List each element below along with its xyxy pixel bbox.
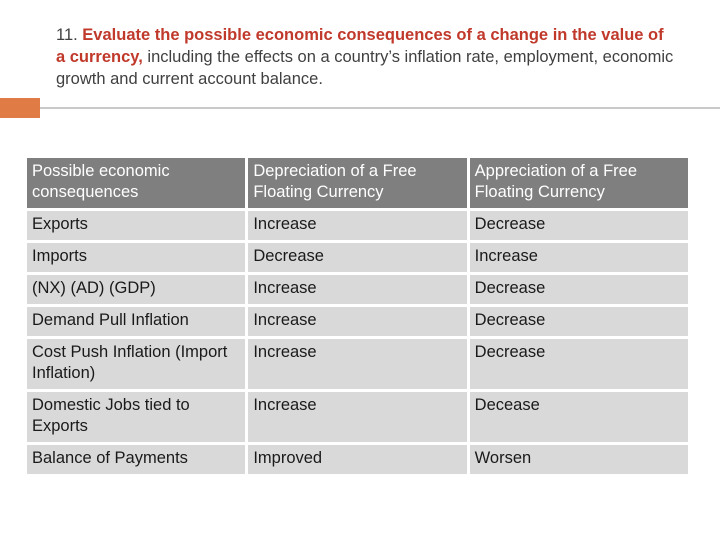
heading-number: 11. [56,26,83,44]
table-row: Imports Decrease Increase [27,243,688,272]
table-row: Cost Push Inflation (Import Inflation) I… [27,339,688,389]
table-row: Domestic Jobs tied to Exports Increase D… [27,392,688,442]
table-row: Balance of Payments Improved Worsen [27,445,688,474]
cell-consequence: Demand Pull Inflation [27,307,246,336]
cell-depreciation: Increase [248,392,467,442]
cell-appreciation: Worsen [469,445,688,474]
table-row: Demand Pull Inflation Increase Decrease [27,307,688,336]
cell-consequence: Exports [27,211,246,240]
header-depreciation: Depreciation of a Free Floating Currency [248,158,467,208]
cell-consequence: Domestic Jobs tied to Exports [27,392,246,442]
cell-consequence: Balance of Payments [27,445,246,474]
cell-appreciation: Increase [469,243,688,272]
heading-emphasis: Evaluate the possible economic consequen… [56,26,664,66]
table-header-row: Possible economic consequences Depreciat… [27,158,688,208]
cell-consequence: Cost Push Inflation (Import Inflation) [27,339,246,389]
cell-depreciation: Decrease [248,243,467,272]
cell-appreciation: Decease [469,392,688,442]
cell-depreciation: Increase [248,339,467,389]
cell-appreciation: Decrease [469,211,688,240]
header-appreciation: Appreciation of a Free Floating Currency [469,158,688,208]
header-consequences: Possible economic consequences [27,158,246,208]
consequences-table: Possible economic consequences Depreciat… [24,155,691,477]
cell-appreciation: Decrease [469,275,688,304]
cell-depreciation: Improved [248,445,467,474]
cell-appreciation: Decrease [469,307,688,336]
table-row: Exports Increase Decrease [27,211,688,240]
slide-heading: 11. Evaluate the possible economic conse… [56,24,676,90]
heading-rest: including the effects on a country’s inf… [56,48,674,88]
cell-consequence: (NX) (AD) (GDP) [27,275,246,304]
cell-appreciation: Decrease [469,339,688,389]
cell-consequence: Imports [27,243,246,272]
divider-line [40,107,720,109]
cell-depreciation: Increase [248,275,467,304]
cell-depreciation: Increase [248,307,467,336]
cell-depreciation: Increase [248,211,467,240]
table-row: (NX) (AD) (GDP) Increase Decrease [27,275,688,304]
accent-bar [0,98,40,118]
